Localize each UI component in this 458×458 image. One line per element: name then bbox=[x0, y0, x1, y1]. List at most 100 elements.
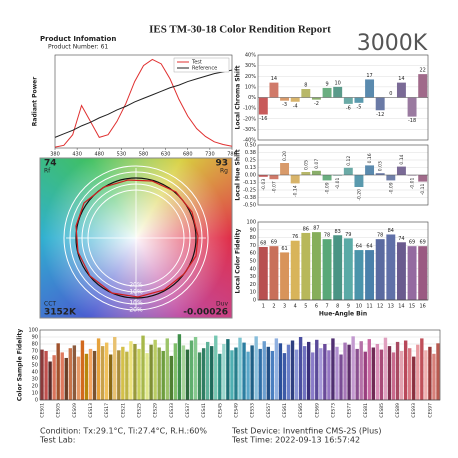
bar bbox=[258, 175, 268, 177]
bar bbox=[315, 339, 319, 400]
value-label: 74 bbox=[398, 236, 404, 242]
bar bbox=[76, 356, 81, 400]
bar bbox=[375, 344, 380, 400]
bar bbox=[278, 343, 283, 400]
bar bbox=[327, 350, 331, 400]
rf-label: Rf bbox=[44, 168, 51, 175]
bar bbox=[333, 235, 343, 300]
bar bbox=[290, 340, 295, 400]
bar bbox=[286, 344, 291, 400]
bar bbox=[386, 234, 396, 300]
legend-label: Reference bbox=[192, 66, 217, 72]
bar bbox=[48, 361, 52, 400]
value-label: -0.11 bbox=[420, 183, 426, 195]
x-tick-label: 6 bbox=[315, 304, 318, 310]
bar bbox=[149, 344, 153, 400]
value-label: -0.20 bbox=[356, 189, 362, 201]
bar bbox=[355, 348, 359, 400]
value-label: 8 bbox=[304, 83, 307, 89]
test-lab: Test Lab: bbox=[39, 436, 75, 445]
bar bbox=[80, 340, 85, 400]
value-label: 79 bbox=[345, 232, 351, 238]
plot-frame bbox=[257, 221, 429, 301]
x-tick-label: 4 bbox=[294, 304, 297, 310]
y-tick-label: -0.13 bbox=[243, 180, 256, 186]
bar bbox=[383, 337, 388, 400]
bar bbox=[246, 351, 250, 400]
x-tick-label: 16 bbox=[420, 304, 426, 310]
value-label: -6 bbox=[346, 105, 351, 111]
bar bbox=[301, 172, 311, 175]
y-tick-label: 80 bbox=[32, 342, 38, 348]
value-label: 76 bbox=[292, 234, 298, 240]
value-label: -5 bbox=[356, 104, 361, 110]
x-tick-label: 11 bbox=[366, 304, 372, 310]
y-tick-label: 70 bbox=[32, 349, 38, 355]
x-tick-label: CES33 bbox=[169, 403, 175, 418]
x-tick-label: 13 bbox=[388, 304, 394, 310]
y-tick-label: -0.38 bbox=[243, 195, 256, 201]
rf-value: 74 bbox=[44, 159, 57, 169]
y-axis-title: Radiant Power bbox=[32, 77, 39, 126]
bar bbox=[177, 334, 182, 400]
x-tick-label: 2 bbox=[272, 304, 275, 310]
bar bbox=[375, 173, 385, 175]
bar bbox=[104, 342, 109, 400]
reference-circle bbox=[75, 177, 197, 299]
value-label: 0.12 bbox=[346, 156, 352, 166]
bar bbox=[311, 97, 321, 100]
bar bbox=[339, 354, 343, 400]
ring bbox=[81, 183, 191, 293]
value-label: 64 bbox=[366, 244, 372, 250]
bar bbox=[416, 344, 420, 400]
value-label: 84 bbox=[388, 228, 394, 234]
x-axis-title: Hue-Angle Bin bbox=[319, 311, 367, 318]
bar bbox=[56, 343, 60, 400]
bar bbox=[301, 89, 311, 98]
bar bbox=[396, 166, 406, 175]
bar bbox=[250, 345, 254, 400]
x-tick-label: CES49 bbox=[233, 403, 239, 418]
duv-label: Duv bbox=[216, 301, 228, 308]
x-tick-label: CES97 bbox=[427, 403, 433, 418]
bar bbox=[311, 352, 315, 400]
bar bbox=[322, 175, 332, 181]
x-tick-label: 580 bbox=[139, 152, 149, 158]
y-axis-title: Local Hue Shift bbox=[235, 149, 242, 200]
bar bbox=[169, 355, 174, 400]
bar bbox=[367, 339, 371, 400]
bar bbox=[343, 167, 353, 175]
ring-label: 20% bbox=[129, 307, 143, 314]
bar bbox=[238, 337, 242, 400]
value-label: -0.03 bbox=[261, 179, 267, 191]
ring bbox=[87, 189, 185, 287]
x-tick-label: 480 bbox=[94, 152, 104, 158]
y-tick-label: -20% bbox=[243, 116, 256, 122]
x-tick-label: 430 bbox=[72, 152, 82, 158]
test-vector bbox=[75, 179, 199, 298]
bar bbox=[218, 353, 222, 400]
ring bbox=[69, 171, 203, 305]
y-tick-label: 40% bbox=[245, 53, 256, 59]
bar bbox=[254, 336, 258, 400]
x-tick-label: 530 bbox=[117, 152, 127, 158]
bar bbox=[280, 252, 290, 300]
value-label: -3 bbox=[282, 102, 287, 108]
value-label: 78 bbox=[324, 233, 330, 239]
bar bbox=[333, 175, 343, 176]
bar bbox=[189, 340, 194, 400]
bar bbox=[306, 341, 311, 400]
bar bbox=[125, 351, 129, 400]
bar bbox=[153, 339, 157, 400]
bar bbox=[354, 175, 364, 187]
ring-label: 10% bbox=[129, 289, 143, 296]
bar bbox=[354, 250, 364, 300]
y-tick-label: 30% bbox=[245, 63, 256, 69]
y-tick-label: 70 bbox=[250, 243, 256, 249]
x-tick-label: CES41 bbox=[201, 403, 207, 418]
bar bbox=[365, 250, 375, 300]
bar bbox=[343, 342, 347, 400]
x-tick-label: 14 bbox=[398, 304, 404, 310]
x-tick-label: CES65 bbox=[298, 403, 304, 418]
